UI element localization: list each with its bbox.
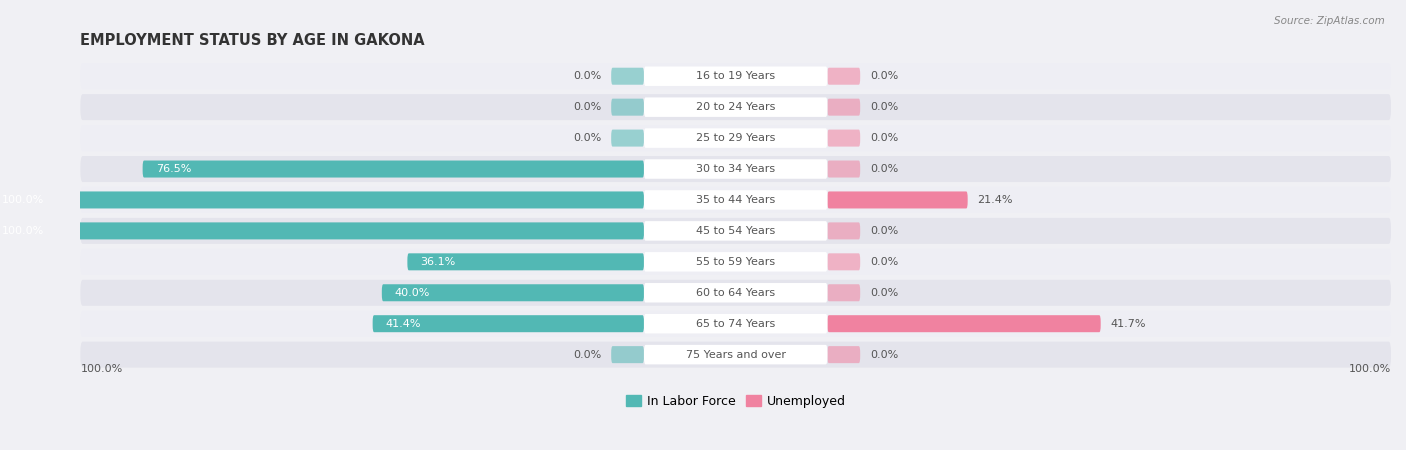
FancyBboxPatch shape bbox=[828, 161, 860, 178]
Text: Source: ZipAtlas.com: Source: ZipAtlas.com bbox=[1274, 16, 1385, 26]
FancyBboxPatch shape bbox=[828, 315, 1101, 332]
FancyBboxPatch shape bbox=[80, 94, 1391, 120]
FancyBboxPatch shape bbox=[644, 252, 828, 271]
FancyBboxPatch shape bbox=[828, 130, 860, 147]
Text: 0.0%: 0.0% bbox=[870, 226, 898, 236]
FancyBboxPatch shape bbox=[612, 68, 644, 85]
Text: 25 to 29 Years: 25 to 29 Years bbox=[696, 133, 775, 143]
FancyBboxPatch shape bbox=[80, 342, 1391, 368]
Text: 41.4%: 41.4% bbox=[385, 319, 422, 328]
FancyBboxPatch shape bbox=[644, 283, 828, 302]
FancyBboxPatch shape bbox=[142, 161, 644, 178]
Text: 0.0%: 0.0% bbox=[574, 102, 602, 112]
Text: 41.7%: 41.7% bbox=[1111, 319, 1146, 328]
FancyBboxPatch shape bbox=[80, 187, 1391, 213]
Text: 35 to 44 Years: 35 to 44 Years bbox=[696, 195, 775, 205]
FancyBboxPatch shape bbox=[644, 159, 828, 179]
FancyBboxPatch shape bbox=[644, 97, 828, 117]
Text: 75 Years and over: 75 Years and over bbox=[686, 350, 786, 360]
Text: 76.5%: 76.5% bbox=[156, 164, 191, 174]
FancyBboxPatch shape bbox=[612, 346, 644, 363]
Text: 30 to 34 Years: 30 to 34 Years bbox=[696, 164, 775, 174]
FancyBboxPatch shape bbox=[828, 68, 860, 85]
Text: 100.0%: 100.0% bbox=[1, 195, 44, 205]
Text: 0.0%: 0.0% bbox=[574, 71, 602, 81]
Text: 0.0%: 0.0% bbox=[870, 257, 898, 267]
Text: 21.4%: 21.4% bbox=[977, 195, 1012, 205]
FancyBboxPatch shape bbox=[828, 284, 860, 301]
FancyBboxPatch shape bbox=[828, 346, 860, 363]
Text: 0.0%: 0.0% bbox=[870, 164, 898, 174]
Text: 20 to 24 Years: 20 to 24 Years bbox=[696, 102, 775, 112]
FancyBboxPatch shape bbox=[80, 156, 1391, 182]
Text: EMPLOYMENT STATUS BY AGE IN GAKONA: EMPLOYMENT STATUS BY AGE IN GAKONA bbox=[80, 33, 425, 48]
FancyBboxPatch shape bbox=[612, 99, 644, 116]
Text: 40.0%: 40.0% bbox=[395, 288, 430, 298]
Text: 55 to 59 Years: 55 to 59 Years bbox=[696, 257, 775, 267]
FancyBboxPatch shape bbox=[828, 253, 860, 270]
Text: 0.0%: 0.0% bbox=[574, 133, 602, 143]
FancyBboxPatch shape bbox=[828, 99, 860, 116]
Text: 100.0%: 100.0% bbox=[1, 226, 44, 236]
Text: 45 to 54 Years: 45 to 54 Years bbox=[696, 226, 775, 236]
Legend: In Labor Force, Unemployed: In Labor Force, Unemployed bbox=[620, 390, 851, 413]
FancyBboxPatch shape bbox=[382, 284, 644, 301]
Text: 0.0%: 0.0% bbox=[870, 133, 898, 143]
FancyBboxPatch shape bbox=[644, 345, 828, 364]
FancyBboxPatch shape bbox=[644, 190, 828, 210]
Text: 16 to 19 Years: 16 to 19 Years bbox=[696, 71, 775, 81]
FancyBboxPatch shape bbox=[80, 310, 1391, 337]
FancyBboxPatch shape bbox=[644, 221, 828, 241]
Text: 100.0%: 100.0% bbox=[80, 364, 122, 374]
FancyBboxPatch shape bbox=[373, 315, 644, 332]
Text: 60 to 64 Years: 60 to 64 Years bbox=[696, 288, 775, 298]
FancyBboxPatch shape bbox=[612, 130, 644, 147]
FancyBboxPatch shape bbox=[80, 218, 1391, 244]
FancyBboxPatch shape bbox=[80, 63, 1391, 89]
FancyBboxPatch shape bbox=[80, 280, 1391, 306]
FancyBboxPatch shape bbox=[80, 125, 1391, 151]
FancyBboxPatch shape bbox=[828, 222, 860, 239]
FancyBboxPatch shape bbox=[0, 191, 644, 208]
FancyBboxPatch shape bbox=[408, 253, 644, 270]
FancyBboxPatch shape bbox=[80, 249, 1391, 275]
Text: 0.0%: 0.0% bbox=[870, 288, 898, 298]
Text: 0.0%: 0.0% bbox=[870, 102, 898, 112]
Text: 0.0%: 0.0% bbox=[574, 350, 602, 360]
FancyBboxPatch shape bbox=[644, 67, 828, 86]
Text: 65 to 74 Years: 65 to 74 Years bbox=[696, 319, 775, 328]
FancyBboxPatch shape bbox=[0, 222, 644, 239]
Text: 100.0%: 100.0% bbox=[1348, 364, 1391, 374]
FancyBboxPatch shape bbox=[644, 128, 828, 148]
Text: 36.1%: 36.1% bbox=[420, 257, 456, 267]
Text: 0.0%: 0.0% bbox=[870, 71, 898, 81]
FancyBboxPatch shape bbox=[644, 314, 828, 333]
Text: 0.0%: 0.0% bbox=[870, 350, 898, 360]
FancyBboxPatch shape bbox=[828, 191, 967, 208]
